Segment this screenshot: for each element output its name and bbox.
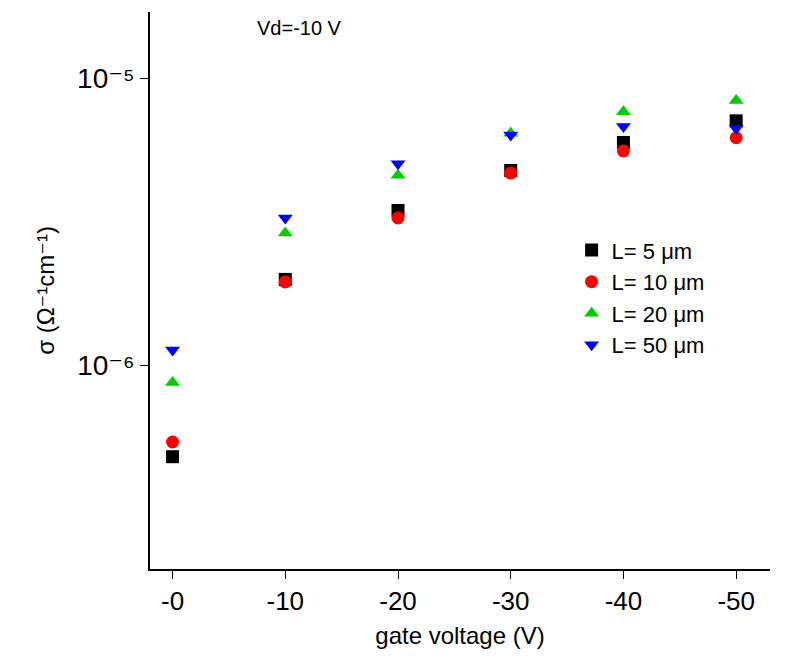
svg-text:-0: -0 <box>161 586 184 616</box>
svg-text:L= 50 μm: L= 50 μm <box>612 333 705 358</box>
svg-text:L= 20 μm: L= 20 μm <box>612 302 705 327</box>
svg-text:σ (Ω⁻¹cm⁻¹): σ (Ω⁻¹cm⁻¹) <box>32 226 59 355</box>
svg-text:gate voltage (V): gate voltage (V) <box>375 622 544 649</box>
svg-text:-40: -40 <box>605 586 643 616</box>
svg-text:L= 10 μm: L= 10 μm <box>612 270 705 295</box>
svg-text:-50: -50 <box>717 586 755 616</box>
svg-text:Vd=-10 V: Vd=-10 V <box>257 17 342 39</box>
svg-text:-10: -10 <box>266 586 304 616</box>
svg-text:-20: -20 <box>379 586 417 616</box>
svg-text:10⁻⁵: 10⁻⁵ <box>77 63 135 94</box>
svg-text:10⁻⁶: 10⁻⁶ <box>77 350 134 381</box>
svg-text:L= 5 μm: L= 5 μm <box>612 239 693 264</box>
svg-text:-30: -30 <box>492 586 530 616</box>
